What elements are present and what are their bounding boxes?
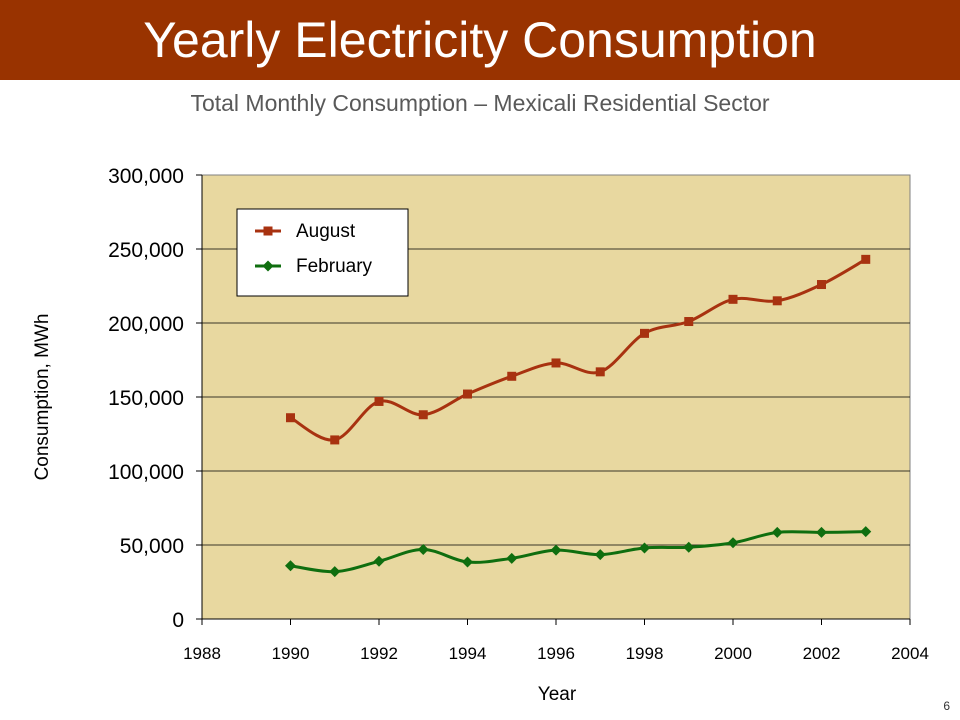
- august-point: [728, 294, 738, 304]
- series-august: [286, 254, 871, 445]
- august-point: [861, 254, 871, 264]
- x-axis-title: Year: [538, 684, 577, 705]
- y-tick-label: 300,000: [108, 165, 184, 188]
- august-point: [463, 389, 472, 399]
- legend-item-february: February: [255, 256, 373, 277]
- legend-swatch-marker: [262, 260, 274, 272]
- y-axis-title: Consumption, MWh: [32, 314, 53, 481]
- legend-label: February: [296, 256, 373, 277]
- x-tick-label: 1992: [360, 644, 398, 663]
- february-point: [373, 555, 385, 567]
- february-point: [771, 526, 783, 538]
- august-point: [374, 396, 384, 406]
- series-layer: [285, 254, 872, 578]
- august-point: [684, 317, 694, 327]
- y-tick-label: 50,000: [120, 535, 184, 558]
- legend: August February: [236, 208, 409, 297]
- legend-label: August: [296, 221, 356, 242]
- x-tick-label: 1988: [183, 644, 221, 663]
- x-tick-label: 1998: [626, 644, 664, 663]
- x-tick-label: 2002: [803, 644, 841, 663]
- legend-box: [236, 208, 409, 297]
- august-point: [418, 410, 428, 420]
- y-tick-label: 250,000: [108, 239, 184, 262]
- february-point: [329, 566, 341, 578]
- chart-subtitle: Total Monthly Consumption – Mexicali Res…: [190, 90, 770, 116]
- february-point: [285, 560, 296, 572]
- august-point: [817, 280, 826, 290]
- august-point: [507, 371, 517, 381]
- february-point: [594, 549, 606, 561]
- february-point: [816, 526, 827, 538]
- february-point: [550, 544, 562, 556]
- axes: 0 50,000 100,000 150,000 200,000 250,000 300,0…: [108, 165, 929, 663]
- february-point: [727, 537, 739, 549]
- august-point: [595, 367, 605, 377]
- august-point: [330, 435, 340, 445]
- x-tick-label: 1990: [272, 644, 310, 663]
- february-point: [639, 542, 650, 554]
- february-point: [506, 552, 518, 564]
- title-bar: Yearly Electricity Consumption: [0, 0, 960, 80]
- august-point: [551, 358, 561, 368]
- slide-title: Yearly Electricity Consumption: [143, 12, 817, 68]
- august-point: [286, 413, 295, 423]
- x-tick-label: 1996: [537, 644, 575, 663]
- february-point: [683, 541, 695, 553]
- august-point: [772, 296, 782, 306]
- x-tick-label: 1994: [449, 644, 487, 663]
- legend-swatch-marker: [263, 226, 273, 236]
- y-tick-label: 200,000: [108, 313, 184, 336]
- x-tick-label: 2004: [891, 644, 929, 663]
- legend-item-august: August: [255, 221, 356, 242]
- y-tick-label: 150,000: [108, 387, 184, 410]
- february-point: [462, 556, 473, 568]
- series-february: [285, 526, 872, 578]
- x-tick-label: 2000: [714, 644, 752, 663]
- august-point: [640, 328, 649, 338]
- february-point: [860, 526, 872, 538]
- slide-number: 6: [943, 699, 950, 713]
- y-tick-label: 100,000: [108, 461, 184, 484]
- february-point: [417, 543, 429, 555]
- y-tick-label: 0: [172, 609, 184, 632]
